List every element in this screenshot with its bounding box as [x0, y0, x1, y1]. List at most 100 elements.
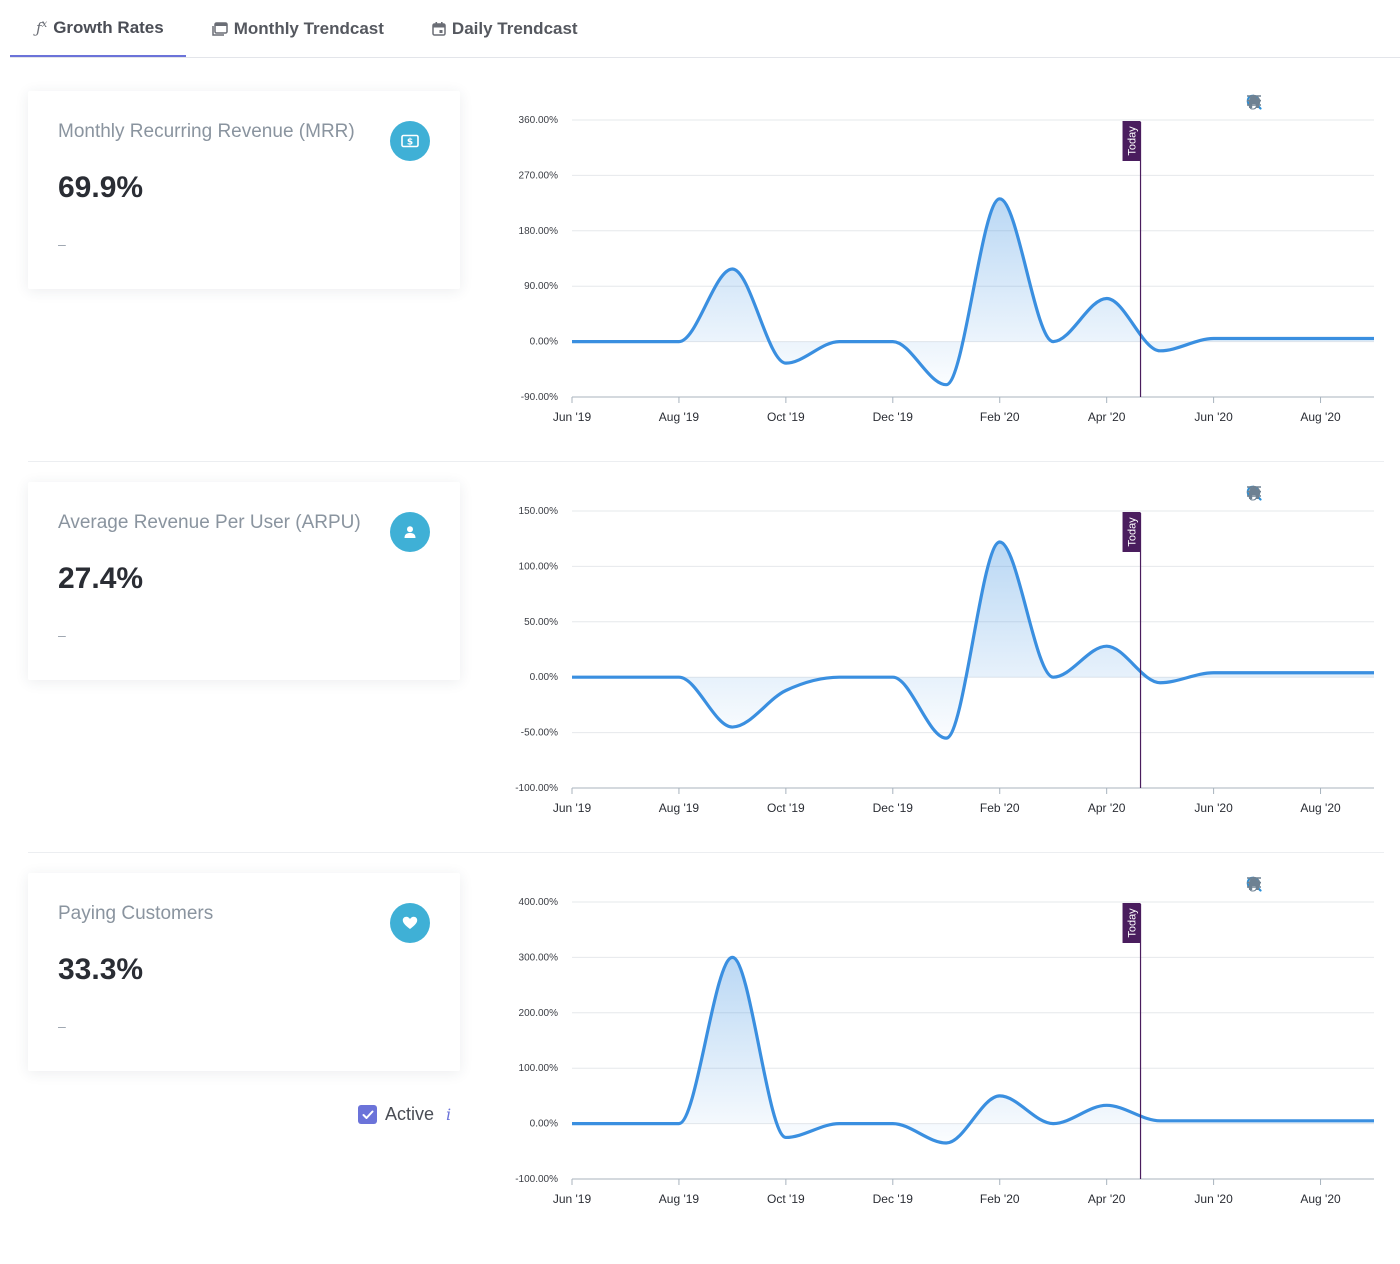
x-tick-label: Feb '20: [980, 801, 1020, 815]
money-icon: $: [390, 121, 430, 161]
x-tick-label: Oct '19: [767, 410, 805, 424]
y-tick-label: 100.00%: [519, 561, 559, 572]
today-marker-box: [1122, 512, 1141, 552]
y-tick-label: 0.00%: [530, 672, 558, 683]
menu-icon[interactable]: [1247, 94, 1379, 112]
selection-zoom-icon[interactable]: [1246, 94, 1310, 112]
today-marker-label: Today: [1127, 126, 1139, 156]
series-line: [572, 540, 1374, 740]
metric-card-mrr: Monthly Recurring Revenue (MRR) 69.9% – …: [28, 91, 460, 289]
y-tick-label: 400.00%: [519, 897, 559, 908]
metric-card-paying-customers: Paying Customers 33.3% –: [28, 873, 460, 1071]
y-tick-label: 0.00%: [530, 1119, 558, 1130]
y-tick-label: -50.00%: [521, 728, 558, 739]
home-icon[interactable]: [1247, 485, 1356, 503]
user-icon: [390, 512, 430, 552]
x-tick-label: Dec '19: [873, 1192, 914, 1206]
y-tick-label: 50.00%: [524, 617, 558, 628]
today-marker-label: Today: [1127, 908, 1139, 938]
section-divider: [28, 461, 1384, 462]
card-value: 27.4%: [58, 562, 144, 595]
section-divider: [28, 852, 1384, 853]
chart-toolbar: [1246, 876, 1379, 894]
series-line: [572, 197, 1374, 387]
svg-text:$: $: [407, 138, 413, 148]
y-tick-label: 300.00%: [519, 952, 559, 963]
home-icon[interactable]: [1247, 94, 1356, 112]
y-tick-label: 100.00%: [519, 1063, 559, 1074]
chart-toolbar: [1246, 94, 1379, 112]
info-icon[interactable]: i: [446, 1105, 452, 1124]
card-title: Average Revenue Per User (ARPU): [58, 512, 361, 533]
calendar-stack-icon: [211, 21, 228, 36]
x-tick-label: Aug '20: [1300, 1192, 1341, 1206]
card-subtext: –: [58, 627, 66, 643]
zoom-out-icon[interactable]: [1246, 485, 1287, 503]
x-tick-label: Jun '20: [1194, 1192, 1233, 1206]
metric-section-arpu: Average Revenue Per User (ARPU) 27.4% – …: [0, 482, 1400, 873]
x-tick-label: Apr '20: [1088, 801, 1126, 815]
selection-zoom-icon[interactable]: [1246, 485, 1310, 503]
x-tick-label: Feb '20: [980, 1192, 1020, 1206]
card-subtext: –: [58, 236, 66, 252]
chart-svg: -100.00% -50.00% 0.00% 50.00% 100.00% 150.00%…: [515, 506, 1374, 815]
x-tick-label: Oct '19: [767, 801, 805, 815]
tab-daily-trendcast[interactable]: Daily Trendcast: [406, 0, 600, 57]
active-checkbox[interactable]: [358, 1105, 377, 1124]
x-tick-label: Dec '19: [873, 410, 914, 424]
card-title: Paying Customers: [58, 903, 214, 924]
x-tick-label: Feb '20: [980, 410, 1020, 424]
y-tick-label: -90.00%: [521, 392, 558, 403]
x-tick-label: Aug '19: [659, 1192, 700, 1206]
y-tick-label: 0.00%: [530, 337, 558, 348]
selection-zoom-icon[interactable]: [1246, 876, 1310, 894]
card-title: Monthly Recurring Revenue (MRR): [58, 121, 355, 142]
growth-chart-paying-customers: -100.00% 0.00% 100.00% 200.00% 300.00% 400.00…: [470, 873, 1395, 1233]
tab-label: Monthly Trendcast: [233, 18, 384, 38]
zoom-out-icon[interactable]: [1246, 876, 1287, 894]
chart-svg: -90.00% 0.00% 90.00% 180.00% 270.00% 360.00% J…: [519, 115, 1374, 424]
menu-icon[interactable]: [1247, 485, 1379, 503]
chart-toolbar: [1246, 485, 1379, 503]
home-icon[interactable]: [1247, 876, 1356, 894]
y-tick-label: -100.00%: [515, 783, 558, 794]
y-tick-label: 360.00%: [519, 115, 559, 126]
x-tick-label: Jun '20: [1194, 801, 1233, 815]
x-tick-label: Oct '19: [767, 1192, 805, 1206]
y-tick-label: 150.00%: [519, 506, 559, 517]
card-value: 33.3%: [58, 953, 144, 986]
x-tick-label: Apr '20: [1088, 1192, 1126, 1206]
card-subtext: –: [58, 1018, 66, 1034]
zoom-out-icon[interactable]: [1246, 94, 1287, 112]
y-tick-label: -100.00%: [515, 1174, 558, 1185]
calendar-icon: [432, 21, 446, 36]
pan-icon[interactable]: [1249, 876, 1333, 894]
active-toggle: Active i: [358, 1104, 451, 1125]
x-tick-label: Aug '19: [659, 801, 700, 815]
tab-monthly-trendcast[interactable]: Monthly Trendcast: [186, 0, 406, 57]
x-tick-label: Jun '19: [553, 801, 592, 815]
x-tick-label: Aug '20: [1300, 410, 1341, 424]
pan-icon[interactable]: [1249, 94, 1333, 112]
check-icon: [362, 1110, 373, 1119]
series-line: [572, 955, 1374, 1145]
x-tick-label: Jun '19: [553, 1192, 592, 1206]
series-area: [572, 542, 1374, 739]
y-tick-label: 180.00%: [519, 226, 559, 237]
y-tick-label: 270.00%: [519, 170, 559, 181]
growth-chart-arpu: -100.00% -50.00% 0.00% 50.00% 100.00% 150.00%…: [470, 482, 1395, 842]
heart-icon: [390, 903, 430, 943]
chart-svg: -100.00% 0.00% 100.00% 200.00% 300.00% 400.00…: [515, 897, 1374, 1206]
tab-label: Growth Rates: [53, 17, 164, 37]
pan-icon[interactable]: [1249, 485, 1333, 503]
x-tick-label: Jun '20: [1194, 410, 1233, 424]
x-tick-label: Aug '19: [659, 410, 700, 424]
metric-card-arpu: Average Revenue Per User (ARPU) 27.4% –: [28, 482, 460, 680]
today-marker-box: [1122, 121, 1141, 161]
growth-chart-mrr: -90.00% 0.00% 90.00% 180.00% 270.00% 360.00% J…: [470, 91, 1395, 451]
metric-section-paying-customers: Paying Customers 33.3% – -100.00% 0.00% 10…: [0, 873, 1400, 1264]
menu-icon[interactable]: [1247, 876, 1379, 894]
